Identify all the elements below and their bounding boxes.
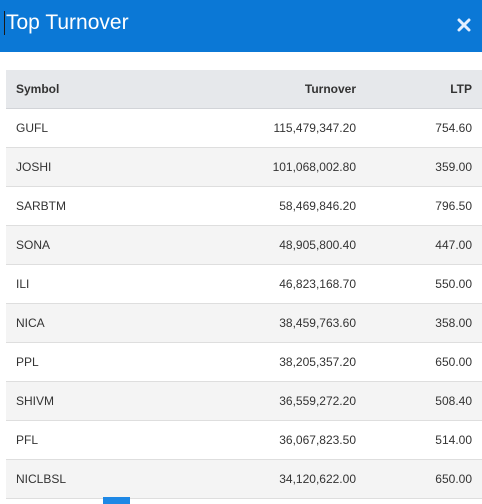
- cell-symbol: PFL: [6, 420, 186, 460]
- cell-symbol: NICLBSL: [6, 459, 186, 499]
- cell-turnover: 46,823,168.70: [186, 264, 356, 304]
- cell-symbol: PPL: [6, 342, 186, 382]
- cell-symbol: JOSHI: [6, 147, 186, 187]
- cell-symbol: GUFL: [6, 108, 186, 148]
- cell-ltp: 447.00: [356, 225, 482, 265]
- cell-turnover: 36,067,823.50: [186, 420, 356, 460]
- cell-ltp: 359.00: [356, 147, 482, 187]
- cell-ltp: 796.50: [356, 186, 482, 226]
- column-header-ltp[interactable]: LTP: [356, 70, 482, 109]
- table-row[interactable]: NICLBSL 34,120,622.00 650.00: [6, 459, 482, 499]
- cell-ltp: 514.00: [356, 420, 482, 460]
- cell-ltp: 508.40: [356, 381, 482, 421]
- cell-symbol: ILI: [6, 264, 186, 304]
- cell-symbol: NICA: [6, 303, 186, 343]
- table-row[interactable]: SONA 48,905,800.40 447.00: [6, 225, 482, 265]
- table-row[interactable]: PFL 36,067,823.50 514.00: [6, 420, 482, 460]
- cell-ltp: 358.00: [356, 303, 482, 343]
- cell-turnover: 36,559,272.20: [186, 381, 356, 421]
- close-button[interactable]: [452, 13, 476, 37]
- table-row[interactable]: GUFL 115,479,347.20 754.60: [6, 108, 482, 148]
- cell-turnover: 48,905,800.40: [186, 225, 356, 265]
- turnover-table: Symbol Turnover LTP GUFL 115,479,347.20 …: [6, 70, 482, 499]
- cell-turnover: 34,120,622.00: [186, 459, 356, 499]
- table-header-row: Symbol Turnover LTP: [6, 70, 482, 109]
- scroll-indicator[interactable]: [103, 497, 130, 504]
- cell-ltp: 650.00: [356, 342, 482, 382]
- cell-ltp: 650.00: [356, 459, 482, 499]
- cell-turnover: 115,479,347.20: [186, 108, 356, 148]
- table-row[interactable]: PPL 38,205,357.20 650.00: [6, 342, 482, 382]
- table-row[interactable]: SARBTM 58,469,846.20 796.50: [6, 186, 482, 226]
- cell-turnover: 38,205,357.20: [186, 342, 356, 382]
- table-row[interactable]: SHIVM 36,559,272.20 508.40: [6, 381, 482, 421]
- table-row[interactable]: NICA 38,459,763.60 358.00: [6, 303, 482, 343]
- cell-turnover: 38,459,763.60: [186, 303, 356, 343]
- cell-symbol: SONA: [6, 225, 186, 265]
- table-row[interactable]: ILI 46,823,168.70 550.00: [6, 264, 482, 304]
- dialog-title: Top Turnover: [4, 9, 129, 37]
- cell-ltp: 754.60: [356, 108, 482, 148]
- column-header-turnover[interactable]: Turnover: [186, 70, 356, 109]
- cell-turnover: 101,068,002.80: [186, 147, 356, 187]
- close-icon: [457, 18, 471, 32]
- cell-ltp: 550.00: [356, 264, 482, 304]
- cell-turnover: 58,469,846.20: [186, 186, 356, 226]
- cell-symbol: SARBTM: [6, 186, 186, 226]
- dialog-header: Top Turnover: [0, 0, 482, 52]
- table-row[interactable]: JOSHI 101,068,002.80 359.00: [6, 147, 482, 187]
- column-header-symbol[interactable]: Symbol: [6, 70, 186, 109]
- cell-symbol: SHIVM: [6, 381, 186, 421]
